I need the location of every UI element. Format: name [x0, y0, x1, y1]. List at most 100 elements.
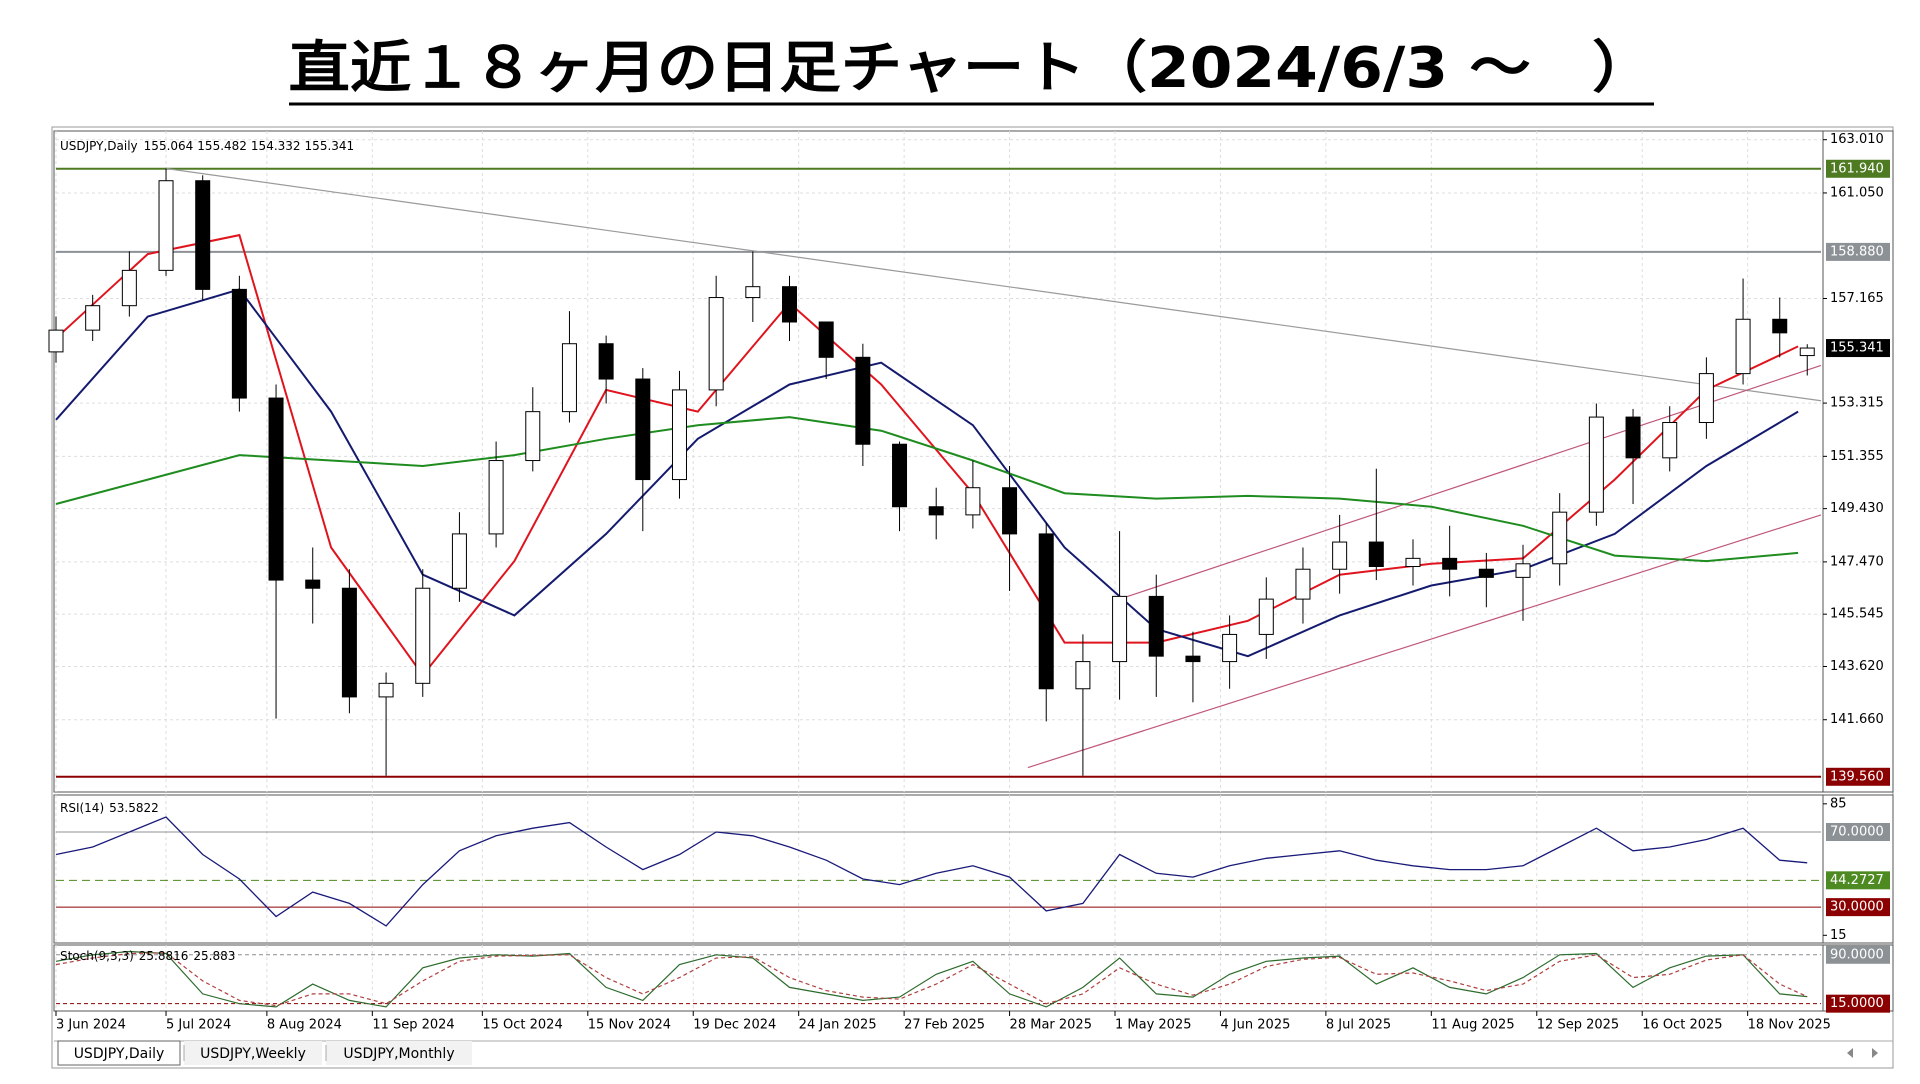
candle-body [1258, 598, 1274, 635]
header-value: 154.332 [251, 139, 301, 153]
rsi-value: 53.5822 [109, 801, 159, 815]
x-tick-label: 24 Jan 2025 [799, 1018, 877, 1033]
x-tick-label: 11 Sep 2024 [372, 1018, 454, 1033]
y-tick-label: 143.620 [1830, 659, 1884, 674]
tab[interactable]: USDJPY,Weekly [184, 1041, 322, 1065]
candle-body [1148, 595, 1164, 657]
candle-body [1185, 655, 1201, 663]
candle-body [451, 533, 467, 589]
scroll-right[interactable] [1872, 1048, 1878, 1058]
candle-body [1735, 318, 1751, 375]
candle-body [671, 389, 687, 481]
tab-box[interactable] [57, 1040, 181, 1066]
stoch-level-tag [1826, 945, 1890, 964]
x-tick-label: 28 Mar 2025 [1010, 1018, 1092, 1033]
candle-body [1588, 416, 1604, 513]
price-tag-label: 155.341 [1830, 341, 1884, 356]
rsi-level-tag-label: 30.0000 [1830, 900, 1884, 915]
candle-body [1038, 533, 1054, 690]
stoch-level-tag-label: 90.0000 [1830, 947, 1884, 962]
tab-box[interactable] [184, 1041, 322, 1065]
header-value: 155.482 [197, 139, 247, 153]
tab-label[interactable]: USDJPY,Weekly [200, 1046, 306, 1062]
candle-body [928, 506, 944, 516]
stoch-d [55, 952, 1808, 1007]
panel-frame [53, 130, 1894, 793]
candle-body [1332, 541, 1348, 570]
candle-body [1075, 661, 1091, 690]
candle-body [525, 411, 541, 462]
x-tick-label: 15 Nov 2024 [588, 1018, 671, 1033]
candle-body [378, 682, 394, 698]
candle-body [1442, 557, 1458, 570]
candle-body [268, 397, 284, 581]
moving-average [55, 288, 1799, 658]
page-title: 直近１８ヶ月の日足チャート（2024/6/3 ～ ） [289, 36, 1654, 101]
x-tick-label: 27 Feb 2025 [904, 1018, 985, 1033]
candle-body [231, 288, 247, 399]
rsi-header: RSI(14) 53.5822 [60, 801, 159, 815]
candle-body [488, 460, 504, 535]
candle-body [1799, 347, 1815, 357]
x-tick-label: 4 Jun 2025 [1220, 1018, 1290, 1033]
candle-body [855, 356, 871, 445]
trend-line [1027, 514, 1822, 769]
candle-body [708, 297, 724, 391]
x-tick-label: 3 Jun 2024 [56, 1018, 126, 1033]
rsi-level-tag [1826, 871, 1890, 890]
rsi-level-tag [1826, 898, 1890, 917]
stoch-name: Stoch(9,3,3) [60, 949, 134, 963]
candle-body [965, 487, 981, 516]
candle-body [1405, 557, 1421, 568]
candle-body [1368, 541, 1384, 568]
rsi-line [55, 816, 1808, 927]
stoch-level-tag [1826, 994, 1890, 1013]
candle-body [1772, 318, 1788, 334]
level-tag [1826, 242, 1890, 261]
tab[interactable]: USDJPY,Monthly [326, 1041, 472, 1065]
candle-body [818, 321, 834, 358]
candle-body [1552, 511, 1568, 565]
tab-label[interactable]: USDJPY,Monthly [343, 1046, 454, 1062]
header-value: 155.064 [144, 139, 194, 153]
y-tick-label: 145.545 [1830, 607, 1884, 622]
moving-average [55, 233, 1799, 677]
price-tag [1826, 339, 1890, 358]
candle-body [195, 180, 211, 290]
header-value: 155.341 [305, 139, 355, 153]
candle-body [1662, 422, 1678, 459]
x-tick-label: 12 Sep 2025 [1537, 1018, 1619, 1033]
candle-body [1112, 595, 1128, 663]
tab-box[interactable] [326, 1041, 472, 1065]
rsi-level-tag-label: 70.0000 [1830, 825, 1884, 840]
header-value: USDJPY,Daily [60, 139, 138, 153]
candle-body [415, 587, 431, 684]
candle-body [782, 286, 798, 323]
candle-body [1698, 373, 1714, 424]
scroll-left[interactable] [1847, 1048, 1853, 1058]
tab[interactable]: USDJPY,Daily [57, 1040, 181, 1066]
rsi-level-tag [1826, 823, 1890, 841]
symbol-header: USDJPY,Daily 155.064 155.482 154.332 155.341 [60, 139, 354, 153]
y-tick-label: 157.165 [1830, 291, 1884, 306]
stoch-header: Stoch(9,3,3) 25.8816 25.883 [60, 949, 235, 963]
y-tick-label: 15 [1830, 928, 1847, 943]
candle-body [1222, 633, 1238, 663]
candle-body [48, 329, 64, 353]
level-tag-label: 158.880 [1830, 244, 1884, 259]
candle-body [1295, 568, 1311, 600]
candle-body [892, 443, 908, 508]
candle-body [745, 286, 761, 299]
rsi-name: RSI(14) [60, 801, 104, 815]
candle-body [158, 180, 174, 271]
x-tick-label: 19 Dec 2024 [693, 1018, 776, 1033]
tab-label[interactable]: USDJPY,Daily [74, 1046, 165, 1062]
y-tick-label: 149.430 [1830, 501, 1884, 516]
x-tick-label: 18 Nov 2025 [1748, 1018, 1831, 1033]
y-tick-label: 85 [1830, 796, 1847, 811]
panel-frame [53, 944, 1894, 1012]
level-tag-label: 161.940 [1830, 161, 1884, 176]
candle-body [341, 587, 357, 698]
x-tick-label: 1 May 2025 [1115, 1018, 1192, 1033]
